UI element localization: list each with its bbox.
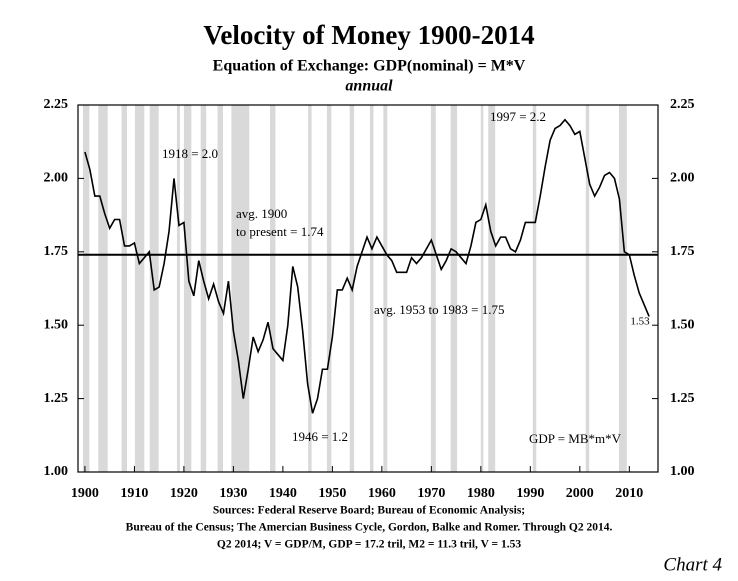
shaded-period	[369, 105, 374, 472]
y2-tick-label: 1.75	[670, 244, 695, 259]
data-line	[84, 118, 650, 414]
x-tick-label: 1990	[516, 486, 544, 501]
shaded-period	[98, 105, 108, 472]
shaded-period	[121, 105, 127, 472]
shaded-period	[200, 105, 207, 472]
x-tick-label: 2010	[615, 486, 643, 501]
y-tick-label: 1.75	[44, 244, 69, 259]
annotation: avg. 1900	[236, 206, 287, 221]
y2-tick-label: 2.00	[670, 171, 695, 186]
shaded-period	[488, 105, 496, 472]
x-tick-label: 2000	[566, 486, 594, 501]
x-tick-label: 1940	[269, 486, 297, 501]
y-tick-label: 2.00	[44, 171, 69, 186]
shaded-period	[176, 105, 180, 472]
shaded-period	[480, 105, 484, 472]
chart-subtitle: Equation of Exchange: GDP(nominal) = M*V	[213, 58, 526, 75]
x-tick-label: 1900	[71, 486, 99, 501]
y-tick-label: 1.50	[44, 317, 69, 332]
shaded-period	[270, 105, 276, 472]
x-tick-label: 1980	[467, 486, 495, 501]
source-line: Sources: Federal Reserve Board; Bureau o…	[213, 505, 525, 517]
shaded-period	[308, 105, 312, 472]
chart-title: Velocity of Money 1900-2014	[203, 20, 534, 50]
annotation: 1918 = 2.0	[162, 146, 218, 161]
shaded-period	[231, 105, 250, 472]
y2-tick-label: 1.00	[670, 464, 695, 479]
shaded-period	[217, 105, 223, 472]
y-tick-label: 1.25	[44, 391, 69, 406]
chart-subtitle: annual	[345, 78, 393, 95]
plot-frame	[77, 104, 659, 473]
y2-tick-label: 1.25	[670, 391, 695, 406]
x-tick-label: 1960	[368, 486, 396, 501]
y2-tick-label: 2.25	[670, 97, 695, 112]
annotation: 1.53	[630, 316, 650, 328]
y-tick-label: 2.25	[44, 97, 69, 112]
x-tick-label: 1920	[170, 486, 198, 501]
x-tick-label: 1910	[120, 486, 148, 501]
annotation: GDP = MB*m*V	[529, 431, 622, 446]
shaded-period	[134, 105, 145, 472]
shaded-period	[183, 105, 192, 472]
shaded-period	[326, 105, 332, 472]
y-tick-label: 1.00	[44, 464, 69, 479]
shaded-period	[585, 105, 590, 472]
source-line: Bureau of the Census; The Amercian Busin…	[126, 522, 613, 534]
x-tick-label: 1970	[417, 486, 445, 501]
shaded-period	[82, 105, 90, 472]
shaded-period	[430, 105, 436, 472]
x-tick-label: 1930	[219, 486, 247, 501]
shaded-period	[383, 105, 388, 472]
annotation: 1997 = 2.2	[490, 109, 546, 124]
annotation: 1946 = 1.2	[292, 429, 348, 444]
shaded-period	[450, 105, 458, 472]
shaded-period	[532, 105, 537, 472]
chart-label: Chart 4	[663, 554, 722, 575]
annotation: to present = 1.74	[236, 224, 324, 239]
y2-tick-label: 1.50	[670, 317, 695, 332]
shaded-period	[618, 105, 627, 472]
annotation: avg. 1953 to 1983 = 1.75	[374, 302, 504, 317]
source-line: Q2 2014; V = GDP/M, GDP = 17.2 tril, M2 …	[217, 539, 521, 551]
x-tick-label: 1950	[318, 486, 346, 501]
